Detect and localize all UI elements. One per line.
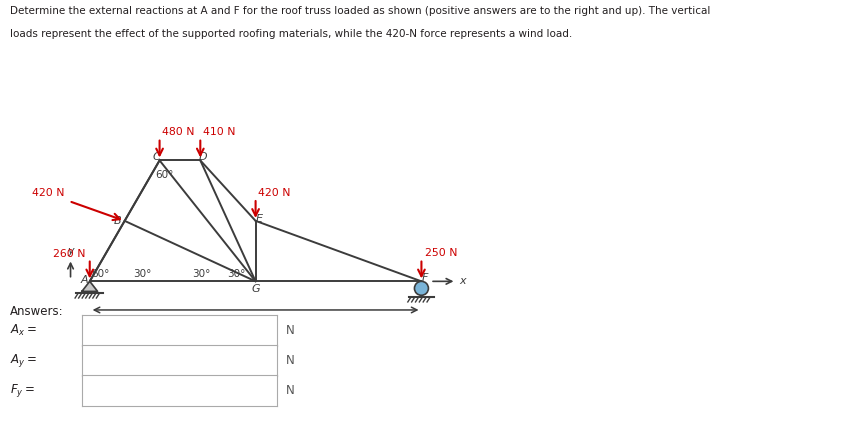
Text: D: D [199,152,208,162]
Text: y: y [67,246,74,256]
Text: N: N [285,324,294,337]
Text: N: N [285,384,294,397]
Text: loads represent the effect of the supported roofing materials, while the 420-N f: loads represent the effect of the suppor… [10,29,573,39]
Text: Determine the external reactions at A and F for the roof truss loaded as shown (: Determine the external reactions at A an… [10,6,711,16]
Text: 420 N: 420 N [258,188,291,198]
Text: 30°: 30° [227,269,246,280]
Text: 30°: 30° [192,269,211,280]
Text: 9.5 m: 9.5 m [240,318,272,328]
Text: i: i [69,386,74,396]
Text: B: B [113,216,121,226]
Text: 260 N: 260 N [53,249,86,259]
Text: G: G [252,284,260,294]
Text: 410 N: 410 N [203,127,235,138]
Circle shape [414,281,429,295]
Text: $F_y=$: $F_y=$ [10,382,35,399]
Text: i: i [69,326,74,336]
Text: C: C [152,152,160,162]
Polygon shape [82,281,97,292]
Text: 480 N: 480 N [163,127,195,138]
Text: N: N [285,354,294,367]
Text: 30°: 30° [133,269,152,280]
Text: $A_y=$: $A_y=$ [10,352,37,369]
Text: 420 N: 420 N [32,187,64,197]
Text: $A_x=$: $A_x=$ [10,323,37,338]
Text: E: E [256,214,263,224]
Text: Answers:: Answers: [10,305,64,318]
Text: F: F [422,273,428,283]
Text: 60°: 60° [91,269,110,280]
Text: 60°: 60° [156,170,174,180]
Text: i: i [69,356,74,366]
Text: x: x [459,276,466,286]
Text: 250 N: 250 N [425,249,457,258]
Text: A: A [80,275,88,285]
